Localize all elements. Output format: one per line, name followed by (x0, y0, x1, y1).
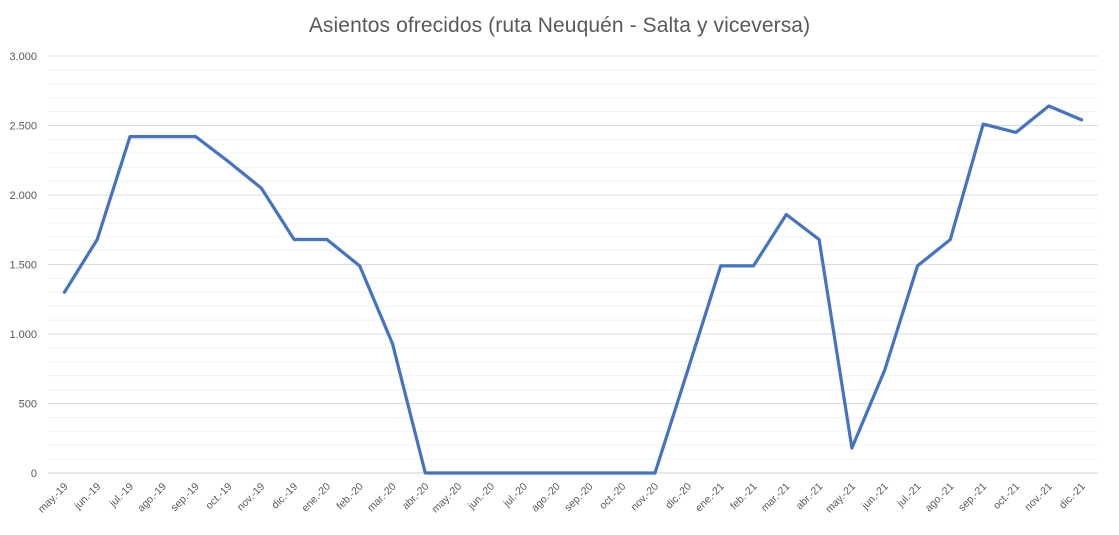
data-point (916, 264, 920, 268)
x-tick-label: jun.-21 (859, 481, 891, 513)
y-tick-label: 3.000 (9, 51, 37, 63)
data-point (62, 290, 66, 294)
x-tick-label: oct.-19 (203, 481, 234, 512)
data-point (653, 471, 657, 475)
x-tick-label: feb.-20 (334, 481, 366, 513)
y-axis-ticks: 0 500 1.000 1.500 2.000 2.500 3.000 (9, 51, 37, 480)
data-point (522, 471, 526, 475)
series-layer (62, 104, 1084, 475)
data-point (292, 237, 296, 241)
data-point (587, 471, 591, 475)
data-point (1014, 130, 1018, 134)
x-tick-label: ene.-21 (693, 481, 727, 515)
data-point (226, 160, 230, 164)
x-tick-label: nov.-21 (1022, 481, 1055, 514)
x-tick-label: jun.-19 (71, 481, 103, 513)
x-tick-label: jul.-19 (107, 481, 137, 511)
x-axis-ticks: may.-19 jun.-19 jul.-19 ago.-19 sep.-19 oct.-… (36, 481, 1088, 516)
y-tick-label: 2.000 (9, 190, 37, 202)
y-tick-label: 2.500 (9, 121, 37, 133)
data-point (259, 186, 263, 190)
x-tick-label: jun.-20 (465, 481, 497, 513)
data-point (751, 264, 755, 268)
x-tick-label: dic.-19 (269, 481, 300, 512)
data-point (981, 122, 985, 126)
data-point (456, 471, 460, 475)
data-point (161, 135, 165, 139)
series-line (62, 104, 1084, 475)
x-tick-label: dic.-21 (1057, 481, 1088, 512)
x-tick-label: may.-19 (36, 481, 71, 516)
data-point (850, 446, 854, 450)
data-point (686, 368, 690, 372)
data-point (1080, 118, 1084, 122)
x-tick-label: abr.-21 (794, 481, 826, 513)
data-point (1047, 104, 1051, 108)
data-point (391, 342, 395, 346)
x-tick-label: mar.-21 (759, 481, 793, 515)
x-tick-label: abr.-20 (400, 481, 432, 513)
gridlines (48, 55, 1098, 474)
data-point (948, 237, 952, 241)
x-tick-label: may.-20 (430, 481, 465, 516)
x-tick-label: ago.-20 (529, 481, 563, 515)
y-tick-label: 500 (19, 399, 37, 411)
data-point (817, 237, 821, 241)
y-tick-label: 0 (31, 468, 37, 480)
x-tick-label: ene.-20 (299, 481, 333, 515)
y-tick-label: 1.000 (9, 329, 37, 341)
x-tick-label: sep.-19 (169, 481, 202, 514)
x-tick-label: ago.-21 (923, 481, 957, 515)
x-tick-label: sep.-20 (562, 481, 595, 514)
data-point (784, 212, 788, 216)
data-point (194, 135, 198, 139)
x-tick-label: dic.-20 (663, 481, 694, 512)
x-tick-label: mar.-20 (365, 481, 399, 515)
data-point (719, 264, 723, 268)
x-tick-label: jul.-20 (500, 481, 530, 511)
data-point (358, 264, 362, 268)
x-tick-label: oct.-21 (991, 481, 1022, 512)
x-tick-label: nov.-20 (628, 481, 661, 514)
x-tick-label: sep.-21 (956, 481, 989, 514)
x-tick-label: nov.-19 (235, 481, 268, 514)
y-tick-label: 1.500 (9, 260, 37, 272)
data-point (325, 237, 329, 241)
chart-title: Asientos ofrecidos (ruta Neuquén - Salta… (308, 14, 811, 37)
data-point (95, 237, 99, 241)
data-point (555, 471, 559, 475)
x-tick-label: ago.-19 (135, 481, 169, 515)
x-tick-label: oct.-20 (597, 481, 628, 512)
data-point (423, 471, 427, 475)
x-tick-label: jul.-21 (894, 481, 924, 511)
data-point (128, 135, 132, 139)
data-point (489, 471, 493, 475)
x-tick-label: may.-21 (823, 481, 858, 516)
data-point (883, 368, 887, 372)
data-point (620, 471, 624, 475)
x-tick-label: feb.-21 (728, 481, 760, 513)
